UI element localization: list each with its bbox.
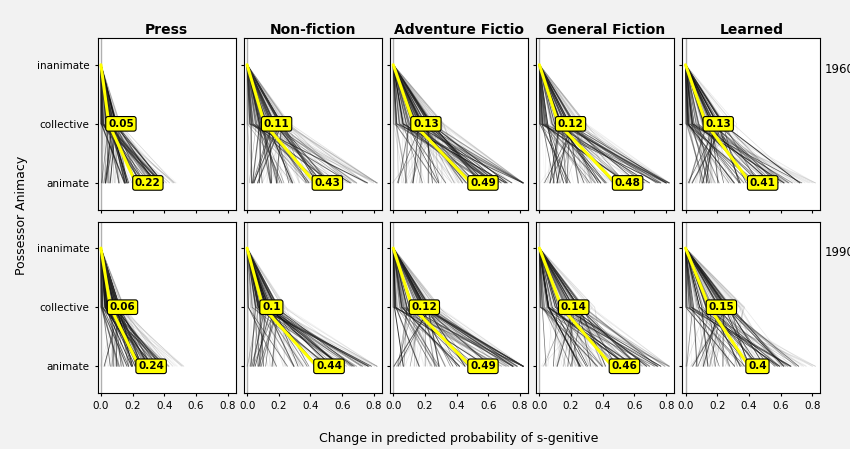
Text: 0.06: 0.06 [110,302,135,312]
Text: 0.43: 0.43 [314,178,340,188]
Text: 0.12: 0.12 [558,119,583,129]
Title: Adventure Fictio: Adventure Fictio [394,23,524,37]
Text: Possessor Animacy: Possessor Animacy [14,156,28,275]
Text: Change in predicted probability of s-genitive: Change in predicted probability of s-gen… [320,431,598,445]
Text: 0.44: 0.44 [316,361,342,371]
Text: 0.12: 0.12 [411,302,437,312]
Text: 0.4: 0.4 [748,361,767,371]
Title: General Fiction: General Fiction [546,23,665,37]
Text: 0.14: 0.14 [561,302,586,312]
Text: 0.48: 0.48 [615,178,641,188]
Text: 0.49: 0.49 [470,178,496,188]
Text: 0.46: 0.46 [611,361,638,371]
Text: 1960s: 1960s [824,62,850,75]
Text: 0.49: 0.49 [470,361,496,371]
Text: 0.15: 0.15 [709,302,734,312]
Text: 1990s: 1990s [824,246,850,259]
Text: 0.13: 0.13 [413,119,439,129]
Text: 0.24: 0.24 [139,361,164,371]
Title: Press: Press [145,23,188,37]
Text: 0.05: 0.05 [108,119,133,129]
Text: 0.41: 0.41 [750,178,775,188]
Text: 0.1: 0.1 [262,302,280,312]
Text: 0.22: 0.22 [135,178,161,188]
Text: 0.11: 0.11 [264,119,290,129]
Title: Learned: Learned [719,23,784,37]
Title: Non-fiction: Non-fiction [269,23,356,37]
Text: 0.13: 0.13 [706,119,731,129]
